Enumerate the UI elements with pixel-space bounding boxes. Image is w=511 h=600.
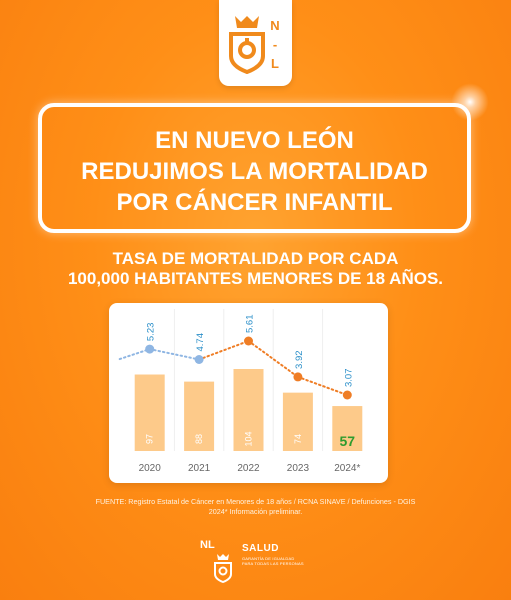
- count-label: 97: [145, 434, 155, 444]
- rate-line-lead: [118, 348, 151, 361]
- source-line-2: 2024* Información preliminar.: [208, 507, 303, 516]
- x-tick-label: 2021: [188, 463, 211, 474]
- x-tick-label: 2024*: [334, 463, 360, 474]
- chart-subtitle: TASA DE MORTALIDAD POR CADA 100,000 HABI…: [0, 249, 511, 289]
- bar-2024*: [332, 406, 363, 451]
- footer-tagline-line-1: GARANTÍA DE IGUALDAD: [242, 556, 295, 561]
- rate-point: [342, 390, 352, 400]
- source-line-1: FUENTE: Registro Estatal de Cáncer en Me…: [95, 497, 416, 506]
- headline-line-2: REDUJIMOS LA MORTALIDAD: [81, 158, 428, 185]
- badge-letter-n: N: [270, 18, 280, 33]
- footer-tagline-line-2: PARA TODAS LAS PERSONAS: [242, 561, 304, 566]
- top-logo-badge: N - L: [219, 0, 292, 86]
- headline: EN NUEVO LEÓN REDUJIMOS LA MORTALIDAD PO…: [42, 125, 467, 218]
- badge-letter-l: L: [271, 56, 279, 71]
- subtitle-line-1: TASA DE MORTALIDAD POR CADA: [112, 249, 399, 268]
- source-note: FUENTE: Registro Estatal de Cáncer en Me…: [60, 497, 451, 517]
- footer-crest-icon: [214, 554, 232, 583]
- count-label: 57: [340, 433, 356, 449]
- count-label: 88: [194, 434, 204, 444]
- count-label: 74: [293, 434, 303, 444]
- rate-point: [145, 344, 155, 354]
- rate-point: [244, 336, 253, 346]
- x-tick-label: 2023: [287, 463, 310, 474]
- rate-label: 5.61: [245, 315, 256, 334]
- badge-letter-dash: -: [272, 37, 278, 52]
- x-tick-label: 2022: [237, 463, 260, 474]
- footer-tagline: GARANTÍA DE IGUALDAD PARA TODAS LAS PERS…: [242, 556, 322, 566]
- count-label: 104: [244, 431, 254, 446]
- rate-label: 4.74: [195, 333, 206, 352]
- nl-crest-icon: [229, 16, 265, 74]
- footer-brand: SALUD: [242, 543, 279, 554]
- bar-2023: [282, 392, 313, 451]
- rate-line-segment: [198, 340, 250, 361]
- rate-line-segment: [296, 375, 349, 396]
- bar-2022: [233, 369, 264, 451]
- headline-line-1: EN NUEVO LEÓN: [155, 127, 354, 154]
- rate-line-segment: [148, 348, 201, 361]
- footer-nl-tag: NL: [200, 539, 215, 551]
- footer-logo: NL SALUD GARANTÍA DE IGUALDAD PARA TODAS…: [200, 537, 320, 587]
- rate-label: 3.07: [343, 369, 354, 388]
- rate-label: 3.92: [294, 350, 305, 369]
- rate-point: [194, 354, 204, 364]
- chart-card: 97 2020 88 2021 104 2022 74 2023 57 2024* 5.23 4.74…: [109, 303, 388, 483]
- subtitle-line-2: 100,000 HABITANTES MENORES DE 18 AÑOS.: [67, 269, 444, 288]
- rate-point: [293, 372, 303, 382]
- headline-line-3: POR CÁNCER INFANTIL: [116, 189, 393, 216]
- headline-box: EN NUEVO LEÓN REDUJIMOS LA MORTALIDAD PO…: [38, 103, 471, 233]
- mortality-chart: 97 2020 88 2021 104 2022 74 2023 57 2024* 5.23 4.74…: [118, 309, 363, 474]
- rate-line-segment: [247, 340, 299, 378]
- bar-2021: [184, 381, 215, 451]
- badge-letters: N - L: [263, 16, 287, 73]
- bar-2020: [134, 374, 165, 451]
- x-tick-label: 2020: [139, 463, 162, 474]
- rate-label: 5.23: [146, 323, 157, 342]
